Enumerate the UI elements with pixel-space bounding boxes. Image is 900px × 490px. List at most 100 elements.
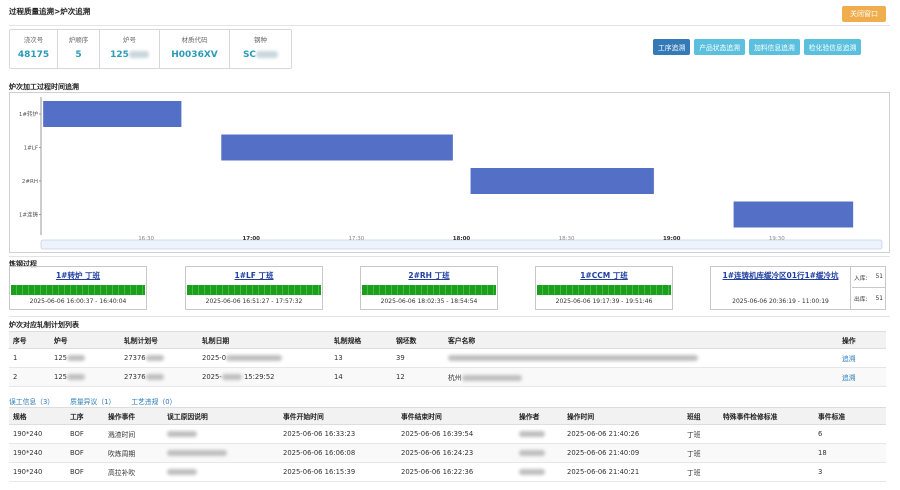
col-header: 操作事件 [104,407,163,425]
col-header: 特殊事件检修标准 [719,407,814,425]
cell-operator [515,443,563,463]
process-card-time: 2025-06-06 16:00:37 - 16:40:04 [29,298,127,305]
redacted-mark [221,374,242,380]
col-header: 误工原因说明 [163,407,279,425]
cell-team: 丁班 [683,424,719,444]
col-header: 规格 [9,407,66,425]
x-tick-label: 17:00 [242,236,260,242]
cell-heat: 125 [50,367,120,387]
info-label: 浇次号 [23,36,44,44]
tab-process-trace[interactable]: 工序追溯 [653,39,691,55]
cell-spec: 14 [330,367,392,387]
y-tick-label: 1#连铸 [19,211,39,219]
info-heat-seq: 炉顺序 5 [58,30,100,68]
cell-std [719,462,814,482]
cell-proc: BOF [66,443,104,463]
redacted-mark [226,355,283,361]
subtab-delay-info[interactable]: 误工信息（3） [9,398,55,406]
info-cast-no: 浇次号 48175 [10,30,58,68]
cell-date: 2025- 15:29:52 [198,367,330,387]
trace-link[interactable]: 追溯 [842,374,856,382]
stock-out: 出库: 51 [852,288,885,309]
info-heat-no: 炉号 125 [100,30,160,68]
zoom-slider [40,239,883,250]
gantt-bar [733,201,854,228]
table-header-row: 规格 工序 操作事件 误工原因说明 事件开始时间 事件结束时间 操作者 操作时间… [9,407,886,425]
cell-text: 27376 [124,354,146,362]
cell-op: 追溯 [838,348,886,368]
info-value: H0036XV [171,50,218,60]
process-card: 1#LF 丁班 2025-06-06 16:51:27 - 17:57:32 [185,266,323,310]
cell-op: 追溯 [838,367,886,387]
process-card-link[interactable]: 1#CCM 丁班 [580,271,628,280]
process-card-time: 2025-06-06 16:51:27 - 17:57:32 [205,298,303,305]
cell-count: 39 [392,348,444,368]
subtab-quality-objection[interactable]: 质量异议（1） [70,398,116,406]
cell-text: 125 [54,354,67,362]
trace-tabs: 工序追溯 产品状态追溯 加料信息追溯 检化验信息追溯 [653,39,862,55]
cell-spec: 190*240 [9,462,66,482]
process-progress-bar [362,285,496,295]
cell-reason [163,462,279,482]
cell-event: 高拉补吹 [104,462,163,482]
trace-link[interactable]: 追溯 [842,355,856,363]
table-header-row: 序号 炉号 轧制计划号 轧制日期 轧制规格 钢坯数 客户名称 操作 [9,331,886,349]
tab-product-status-trace[interactable]: 产品状态追溯 [694,39,745,55]
subtab-process-violation[interactable]: 工艺违规（0） [131,398,177,406]
close-window-button[interactable]: 关闭窗口 [842,6,886,22]
x-tick-label: 16:30 [138,236,154,242]
col-header: 事件结束时间 [397,407,515,425]
cell-text: 27376 [124,373,146,381]
gantt-bar [221,134,453,161]
process-card-link[interactable]: 2#RH 丁班 [408,271,450,280]
cell-team: 丁班 [683,462,719,482]
breadcrumb: 过程质量追溯>炉次追溯 [9,7,91,16]
col-header: 客户名称 [444,331,838,349]
stock-in-label: 入库: [854,275,868,282]
cell-std [719,443,814,463]
cell-text: 2025- [202,373,222,381]
process-card: 2#RH 丁班 2025-06-06 18:02:35 - 18:54:54 [360,266,498,310]
col-header: 轧制计划号 [120,331,198,349]
cell-evstd: 18 [814,443,886,463]
cell-heat: 125 [50,348,120,368]
slow-cooling-link[interactable]: 1#连铸机库缓冷区01行1#缓冷坑 [722,271,839,280]
cell-team: 丁班 [683,443,719,463]
cell-spec: 190*240 [9,424,66,444]
cell-customer [444,348,838,368]
info-material-code: 材质代码 H0036XV [160,30,230,68]
info-value: 48175 [17,50,50,60]
plan-title: 炉次对应轧制计划列表 [9,321,79,329]
redacted-mark [256,51,279,58]
redacted-mark [519,450,545,456]
process-card-link[interactable]: 1#LF 丁班 [234,271,274,280]
process-progress-bar [537,285,671,295]
cell-date: 2025-0 [198,348,330,368]
gantt-svg: 1#转炉 1#LF 2#RH 1#连铸 16:30 17:00 17:30 18:00 18:3… [19,97,883,250]
redacted-mark [145,374,164,380]
redacted-mark [448,355,698,361]
cell-seq: 2 [9,367,50,387]
tab-lab-info-trace[interactable]: 检化验信息追溯 [803,39,862,55]
cell-customer: 杭州 [444,367,838,387]
process-card-time: 2025-06-06 19:17:39 - 19:51:46 [555,298,653,305]
cell-plan: 27376 [120,367,198,387]
col-header: 操作 [838,331,886,349]
section-divider [9,256,890,257]
process-card-link[interactable]: 1#转炉 丁班 [55,271,101,280]
col-header: 序号 [9,331,50,349]
table-row: 190*240 BOF 高拉补吹 2025-06-06 16:15:39 202… [9,462,886,482]
cell-text: 125 [54,373,67,381]
col-header: 班组 [683,407,719,425]
redacted-mark [519,431,545,437]
slow-cooling-card: 1#连铸机库缓冷区01行1#缓冷坑 2025-06-06 20:36:19 - … [710,266,886,310]
smelt-title: 炼钢过程 [9,260,37,268]
cell-end: 2025-06-06 16:39:54 [397,424,515,444]
redacted-mark [128,51,149,58]
tab-charging-info-trace[interactable]: 加料信息追溯 [748,39,800,55]
cell-std [719,424,814,444]
header-divider [9,25,890,26]
table-row: 1 125 27376 2025-0 13 39 追溯 [9,348,886,368]
rolling-plan-table: 序号 炉号 轧制计划号 轧制日期 轧制规格 钢坯数 客户名称 操作 1 125 … [9,331,886,387]
col-header: 操作时间 [563,407,683,425]
